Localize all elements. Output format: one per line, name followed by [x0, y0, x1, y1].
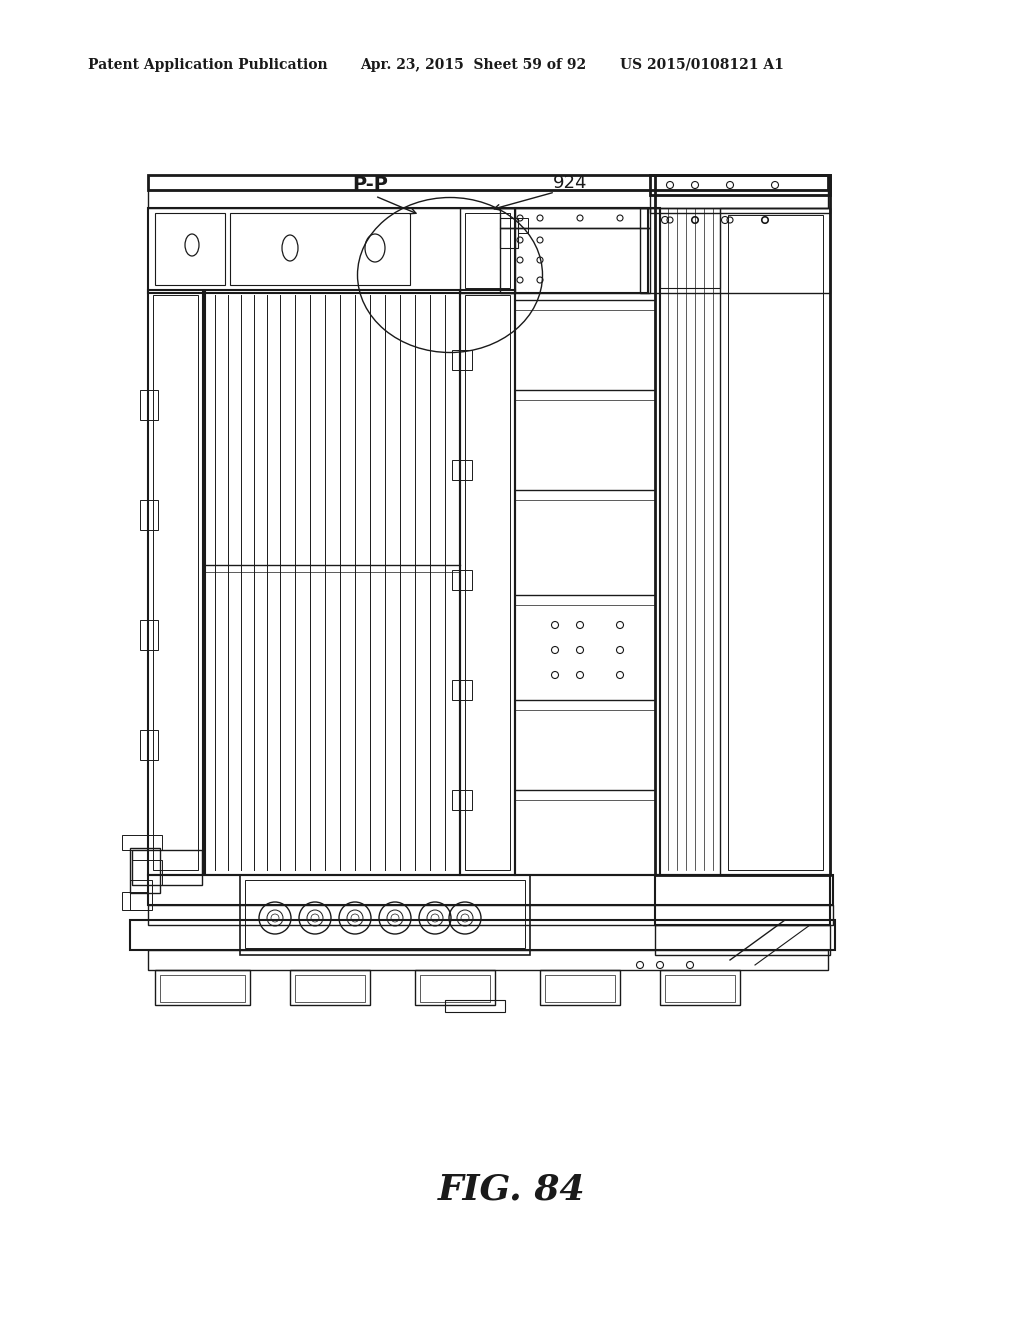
Bar	[460, 290, 515, 875]
Bar	[452, 350, 472, 370]
Bar	[245, 880, 525, 948]
Bar	[415, 970, 495, 1005]
Bar	[155, 213, 225, 285]
Text: FIG. 84: FIG. 84	[438, 1173, 586, 1206]
Bar	[148, 209, 648, 293]
Bar	[140, 389, 158, 420]
Bar	[132, 861, 162, 884]
Bar	[660, 209, 720, 288]
Bar	[452, 680, 472, 700]
Bar	[290, 970, 370, 1005]
Bar	[452, 459, 472, 480]
Bar	[148, 176, 828, 190]
Bar	[465, 294, 510, 870]
Bar	[295, 975, 365, 1002]
Bar	[465, 213, 510, 288]
Bar	[500, 218, 518, 248]
Text: 924: 924	[553, 174, 587, 191]
Bar	[460, 209, 515, 293]
Bar	[665, 975, 735, 1002]
Bar	[518, 218, 528, 234]
Bar	[650, 176, 830, 195]
Bar	[130, 920, 835, 950]
Bar	[640, 209, 830, 293]
Bar	[500, 228, 650, 293]
Text: P-P: P-P	[352, 176, 388, 194]
Bar	[148, 875, 833, 906]
Bar	[140, 500, 158, 531]
Bar	[148, 906, 833, 925]
Bar	[515, 209, 660, 875]
Bar	[452, 570, 472, 590]
Bar	[160, 975, 245, 1002]
Bar	[148, 950, 828, 970]
Bar	[140, 730, 158, 760]
Bar	[122, 892, 148, 909]
Bar	[500, 209, 650, 228]
Bar	[650, 195, 830, 213]
Bar	[420, 975, 490, 1002]
Bar	[130, 847, 160, 894]
Bar	[452, 789, 472, 810]
Bar	[655, 176, 830, 875]
Bar	[153, 294, 198, 870]
Bar	[155, 970, 250, 1005]
Bar	[728, 215, 823, 870]
Bar	[720, 209, 830, 875]
Bar	[240, 875, 530, 954]
Bar	[205, 290, 460, 875]
Bar	[132, 850, 202, 884]
Bar	[130, 880, 152, 909]
Bar	[660, 970, 740, 1005]
Bar	[230, 213, 410, 285]
Bar	[122, 836, 162, 850]
Bar	[140, 620, 158, 649]
Bar	[655, 925, 830, 954]
Bar	[655, 875, 830, 925]
Text: US 2015/0108121 A1: US 2015/0108121 A1	[620, 58, 784, 73]
Bar	[148, 190, 828, 209]
Text: Patent Application Publication: Patent Application Publication	[88, 58, 328, 73]
Bar	[540, 970, 620, 1005]
Text: Apr. 23, 2015  Sheet 59 of 92: Apr. 23, 2015 Sheet 59 of 92	[360, 58, 586, 73]
Bar	[445, 1001, 505, 1012]
Bar	[148, 290, 203, 875]
Bar	[545, 975, 615, 1002]
